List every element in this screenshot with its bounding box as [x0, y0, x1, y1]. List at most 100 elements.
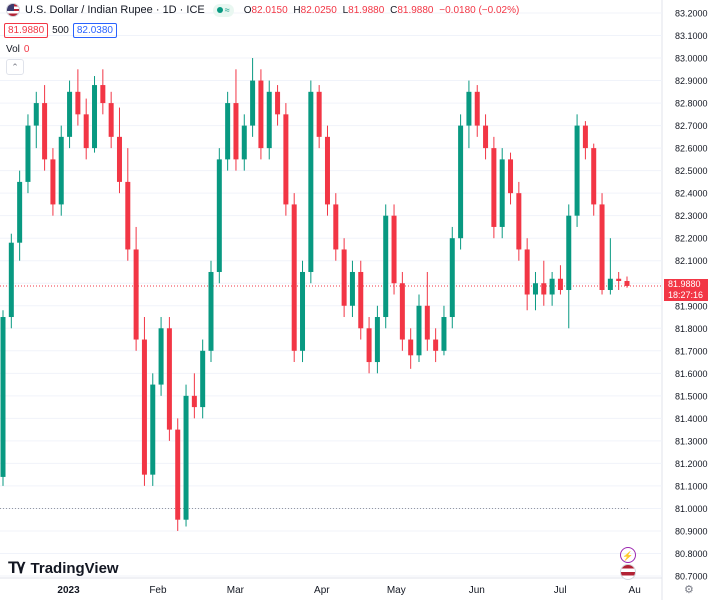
candle-body: [275, 91, 281, 115]
candle-body: [466, 91, 472, 126]
candle-body: [100, 85, 106, 104]
candle-body: [549, 278, 555, 295]
candle-body: [616, 278, 622, 281]
collapse-legend-button[interactable]: ⌃: [6, 59, 24, 75]
candle-body: [458, 125, 464, 239]
candle-body: [58, 136, 64, 205]
y-tick-label: 81.4000: [675, 414, 708, 424]
candle-body: [300, 271, 306, 351]
close-value: 81.9880: [397, 4, 434, 16]
candle-body: [424, 305, 430, 340]
candle-body: [133, 249, 139, 340]
candle-body: [175, 429, 181, 520]
candle-body: [399, 283, 405, 340]
y-tick-label: 82.3000: [675, 211, 708, 221]
candle-body: [516, 193, 522, 250]
y-tick-label: 81.6000: [675, 369, 708, 379]
candle-body: [166, 328, 172, 430]
spread-value: 500: [52, 25, 69, 36]
candle-body: [566, 215, 572, 290]
y-tick-label: 81.1000: [675, 481, 708, 491]
x-tick-label: Au: [629, 585, 641, 596]
y-tick-label: 82.5000: [675, 166, 708, 176]
candle-body: [92, 85, 98, 149]
candle-body: [250, 80, 256, 126]
candle-body: [116, 136, 122, 182]
x-tick-label: Feb: [149, 585, 167, 596]
candle-body: [108, 103, 114, 137]
x-tick-label: Jun: [469, 585, 485, 596]
candle-body: [341, 249, 347, 306]
candle-body: [191, 395, 197, 408]
candle-body: [383, 215, 389, 318]
y-tick-label: 82.9000: [675, 76, 708, 86]
candle-body: [408, 339, 414, 356]
candle-body: [183, 395, 189, 520]
candle-body: [433, 339, 439, 351]
candle-body: [474, 91, 480, 126]
candle-body: [241, 125, 247, 160]
candle-body: [391, 215, 397, 284]
current-price-tag: 81.9880 18:27:16: [664, 279, 708, 301]
time-axis[interactable]: 2023 Feb Mar Apr May Jun Jul Au: [57, 585, 640, 596]
market-open-dot-icon: [216, 7, 223, 13]
volume-legend: Vol 0: [6, 44, 30, 55]
candle-body: [349, 271, 355, 306]
candle-body: [8, 242, 14, 318]
ohlc-values: O82.0150 H82.0250 L81.9880 C81.9880 −0.0…: [243, 4, 520, 16]
chevron-up-icon: ⌃: [11, 62, 19, 72]
candle-body: [416, 305, 422, 356]
y-tick-label: 82.4000: [675, 189, 708, 199]
candle-body: [258, 80, 264, 149]
us-event-flag-icon[interactable]: [620, 564, 636, 580]
candle-body: [75, 91, 81, 115]
candle-body: [574, 125, 580, 216]
y-tick-label: 82.6000: [675, 144, 708, 154]
lightning-event-icon[interactable]: ⚡: [620, 547, 636, 563]
ask-button[interactable]: 82.0380: [72, 23, 117, 38]
candle-body: [200, 350, 206, 408]
candle-body: [17, 181, 23, 243]
y-tick-label: 82.7000: [675, 121, 708, 131]
candle-body: [283, 114, 289, 205]
y-tick-label: 81.9000: [675, 301, 708, 311]
candle-body: [532, 283, 538, 295]
symbol-title[interactable]: U.S. Dollar / Indian Rupee · 1D · ICE: [25, 4, 205, 16]
candle-body: [582, 125, 588, 149]
chart-legend: U.S. Dollar / Indian Rupee · 1D · ICE ≈ …: [0, 0, 522, 20]
candles: [0, 58, 630, 531]
candle-body: [0, 317, 6, 477]
candle-body: [125, 181, 131, 250]
candle-body: [557, 278, 563, 290]
x-tick-label: 2023: [57, 585, 80, 596]
y-tick-label: 81.7000: [675, 346, 708, 356]
candle-body: [607, 278, 613, 290]
tradingview-logo[interactable]: T٧ TradingView: [8, 558, 119, 578]
candle-body: [624, 280, 630, 286]
y-tick-label: 82.8000: [675, 99, 708, 109]
candle-body: [158, 328, 164, 385]
candle-body: [316, 91, 322, 137]
settings-gear-icon[interactable]: ⚙: [684, 584, 694, 596]
open-value: 82.0150: [251, 4, 288, 16]
candle-body: [25, 125, 31, 182]
x-tick-label: Jul: [554, 585, 567, 596]
x-tick-label: Mar: [227, 585, 245, 596]
bid-ask-row: 81.9880 500 82.0380: [4, 23, 117, 38]
candle-body: [541, 283, 547, 295]
tradingview-logo-icon: T٧: [8, 558, 27, 577]
y-tick-label: 82.1000: [675, 256, 708, 266]
candle-body: [599, 204, 605, 290]
candle-body: [233, 103, 239, 160]
candle-body: [308, 91, 314, 272]
market-status-pill[interactable]: ≈: [212, 3, 234, 17]
y-tick-label: 82.2000: [675, 234, 708, 244]
wave-icon: ≈: [224, 5, 230, 15]
y-tick-label: 83.1000: [675, 31, 708, 41]
candle-body: [324, 136, 330, 205]
candle-body: [499, 159, 505, 227]
bid-button[interactable]: 81.9880: [4, 23, 49, 38]
x-tick-label: Apr: [314, 585, 330, 596]
y-tick-label: 81.2000: [675, 459, 708, 469]
